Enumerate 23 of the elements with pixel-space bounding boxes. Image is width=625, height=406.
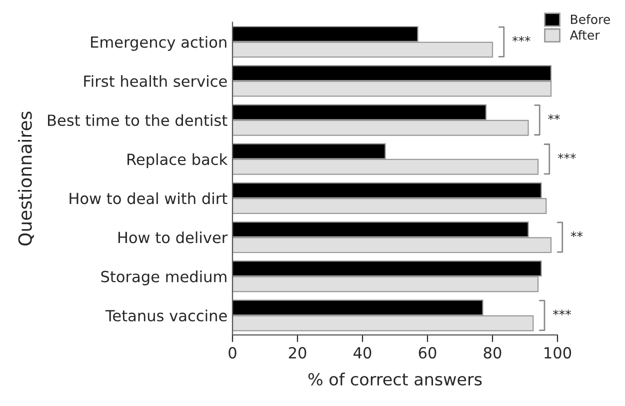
x-tick-label: 40 — [354, 347, 372, 359]
annotation: *** — [553, 310, 571, 316]
y-tick-label: First health service — [84, 75, 227, 87]
x-tick-label: 100 — [544, 347, 572, 359]
x-tick-label: 60 — [418, 347, 436, 359]
legend-label: Before — [570, 14, 610, 24]
legend-label: After — [570, 30, 600, 40]
annotation: ** — [548, 114, 560, 120]
x-tick-label: 0 — [228, 347, 236, 359]
text: ** — [570, 231, 583, 238]
y-tick-label: Replace back — [128, 153, 228, 168]
x-tick-label: 80 — [484, 347, 502, 359]
y-tick-label: How to deal with dirt — [70, 192, 228, 204]
x-axis-title: % of correct answers — [308, 372, 482, 386]
y-tick-label: How to deliver — [118, 231, 228, 244]
y-tick-label: Emergency action — [91, 36, 226, 51]
y-tick-label: Best time to the dentist — [48, 114, 228, 126]
y-axis-title: Questionnaires — [18, 112, 34, 246]
y-tick-label: Tetanus vaccine — [105, 310, 227, 322]
y-tick-label: Storage medium — [101, 270, 226, 286]
x-tick-label: 20 — [288, 347, 306, 359]
annotation: *** — [512, 36, 530, 42]
text: *** — [558, 153, 576, 159]
